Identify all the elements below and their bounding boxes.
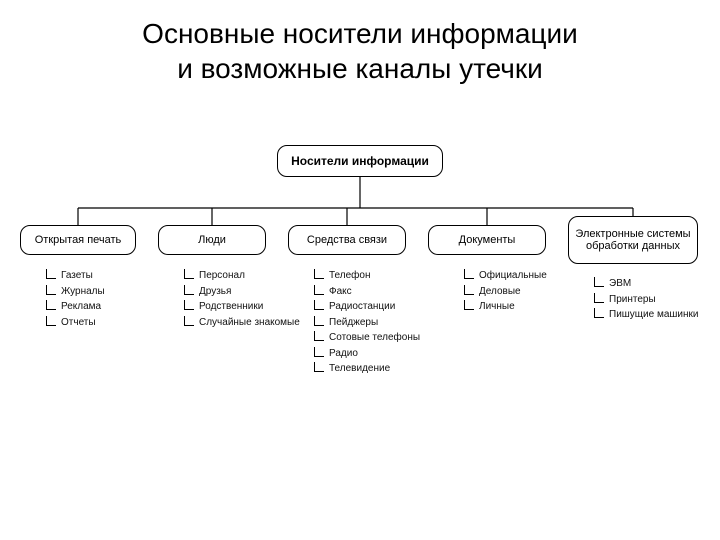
leaf-item: Газеты [46,268,166,284]
leaf-item: Журналы [46,284,166,300]
tree-tick-icon [46,269,56,279]
leaf-item: Телефон [314,268,434,284]
leaf-label: Пейджеры [329,315,378,331]
branch-node-1: Люди [158,225,266,255]
tree-tick-icon [46,285,56,295]
tree-tick-icon [594,277,604,287]
tree-tick-icon [184,316,194,326]
slide-title: Основные носители информации и возможные… [0,16,720,86]
tree-tick-icon [314,362,324,372]
leaf-label: Отчеты [61,315,96,331]
leaf-label: Пишущие машинки [609,307,698,323]
leaf-label: Друзья [199,284,231,300]
leaf-item: Случайные знакомые [184,315,304,331]
leaf-list-1: ПерсоналДрузьяРодственникиСлучайные знак… [184,268,304,330]
branch-node-2: Средства связи [288,225,406,255]
tree-tick-icon [314,300,324,310]
leaf-item: Реклама [46,299,166,315]
leaf-label: Реклама [61,299,101,315]
leaf-item: ЭВМ [594,276,714,292]
tree-tick-icon [184,285,194,295]
leaf-item: Официальные [464,268,584,284]
leaf-item: Радио [314,346,434,362]
leaf-label: Персонал [199,268,245,284]
leaf-label: Телефон [329,268,370,284]
title-line-1: Основные носители информации [142,18,578,49]
leaf-list-4: ЭВМПринтерыПишущие машинки [594,276,714,323]
leaf-list-3: ОфициальныеДеловыеЛичные [464,268,584,315]
tree-tick-icon [594,308,604,318]
leaf-item: Персонал [184,268,304,284]
leaf-label: Случайные знакомые [199,315,300,331]
tree-tick-icon [46,316,56,326]
leaf-label: Журналы [61,284,105,300]
leaf-list-2: ТелефонФаксРадиостанцииПейджерыСотовые т… [314,268,434,377]
leaf-item: Факс [314,284,434,300]
leaf-item: Личные [464,299,584,315]
tree-tick-icon [464,285,474,295]
branch-node-3: Документы [428,225,546,255]
tree-tick-icon [464,269,474,279]
tree-tick-icon [314,269,324,279]
tree-tick-icon [464,300,474,310]
tree-tick-icon [184,269,194,279]
tree-tick-icon [46,300,56,310]
leaf-label: Деловые [479,284,521,300]
leaf-item: Сотовые телефоны [314,330,434,346]
tree-tick-icon [314,316,324,326]
leaf-label: Личные [479,299,515,315]
leaf-label: Сотовые телефоны [329,330,420,346]
tree-tick-icon [594,293,604,303]
root-node: Носители информации [277,145,443,177]
leaf-list-0: ГазетыЖурналыРекламаОтчеты [46,268,166,330]
leaf-item: Радиостанции [314,299,434,315]
leaf-label: Газеты [61,268,93,284]
branch-node-4: Электронные системы обработки данных [568,216,698,264]
leaf-item: Друзья [184,284,304,300]
tree-tick-icon [184,300,194,310]
leaf-item: Пишущие машинки [594,307,714,323]
leaf-label: Телевидение [329,361,390,377]
leaf-label: Радиостанции [329,299,395,315]
leaf-label: ЭВМ [609,276,631,292]
leaf-item: Деловые [464,284,584,300]
leaf-item: Принтеры [594,292,714,308]
leaf-item: Телевидение [314,361,434,377]
leaf-item: Родственники [184,299,304,315]
leaf-label: Принтеры [609,292,656,308]
tree-tick-icon [314,347,324,357]
leaf-label: Родственники [199,299,263,315]
branch-node-0: Открытая печать [20,225,136,255]
tree-tick-icon [314,285,324,295]
leaf-item: Пейджеры [314,315,434,331]
leaf-label: Факс [329,284,352,300]
title-line-2: и возможные каналы утечки [177,53,543,84]
leaf-label: Официальные [479,268,547,284]
tree-tick-icon [314,331,324,341]
leaf-item: Отчеты [46,315,166,331]
leaf-label: Радио [329,346,358,362]
